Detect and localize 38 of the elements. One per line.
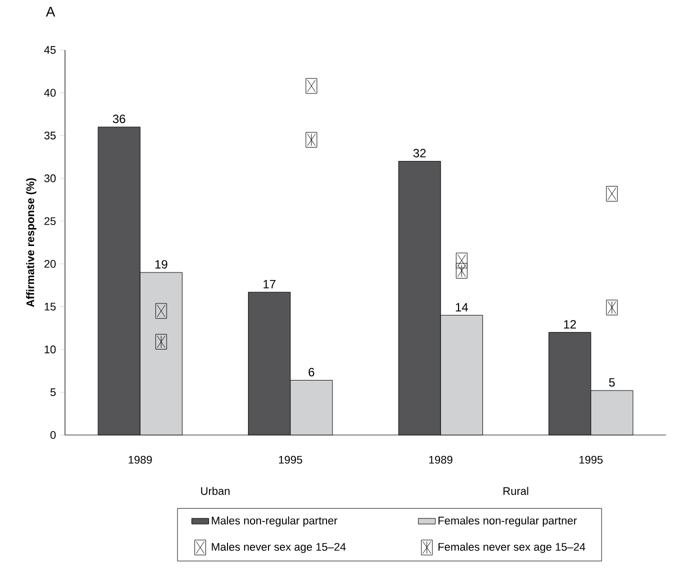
y-tick-label: 35 [44,132,56,140]
x-tick-label: 1989 [429,456,452,464]
y-axis-title: Affirmative response (%) [26,178,36,308]
legend-label: Males non-regular partner [212,516,338,527]
point [456,262,468,278]
point [155,303,167,319]
data-label: 5 [609,378,615,387]
x-tick-label: 1989 [128,456,152,464]
data-label: 14 [456,303,468,312]
data-label: 36 [112,114,126,124]
data-label: 6 [308,368,314,376]
y-tick-label: 45 [44,46,56,54]
text: Rural [504,486,528,495]
chart-title: A [46,6,56,16]
point [306,132,318,148]
data-label: 17 [264,280,276,288]
legend-label: Males never sex age 15–24 [212,542,346,553]
data-label: 12 [564,320,576,328]
point [456,252,468,268]
data-label: 32 [413,148,426,158]
data-label: 19 [155,260,168,269]
legend-label: Females never sex age 15–24 [438,542,586,553]
y-tick-label: 40 [44,88,56,97]
y-tick-label: 5 [50,388,56,396]
point [306,78,318,94]
legend-label: Females non-regular partner [438,516,577,527]
x-tick-label: 1995 [579,456,603,464]
y-tick-label: 0 [50,431,56,439]
y-tick-label: 30 [44,174,56,182]
point [606,300,618,316]
y-tick-label: 15 [44,302,56,311]
point [606,186,618,202]
y-tick-label: 20 [44,260,56,268]
y-tick-label: 25 [44,217,56,226]
point [155,334,167,350]
y-tick-label: 10 [44,346,56,354]
x-tick-label: 1995 [278,456,302,464]
text: Urban [201,486,230,495]
